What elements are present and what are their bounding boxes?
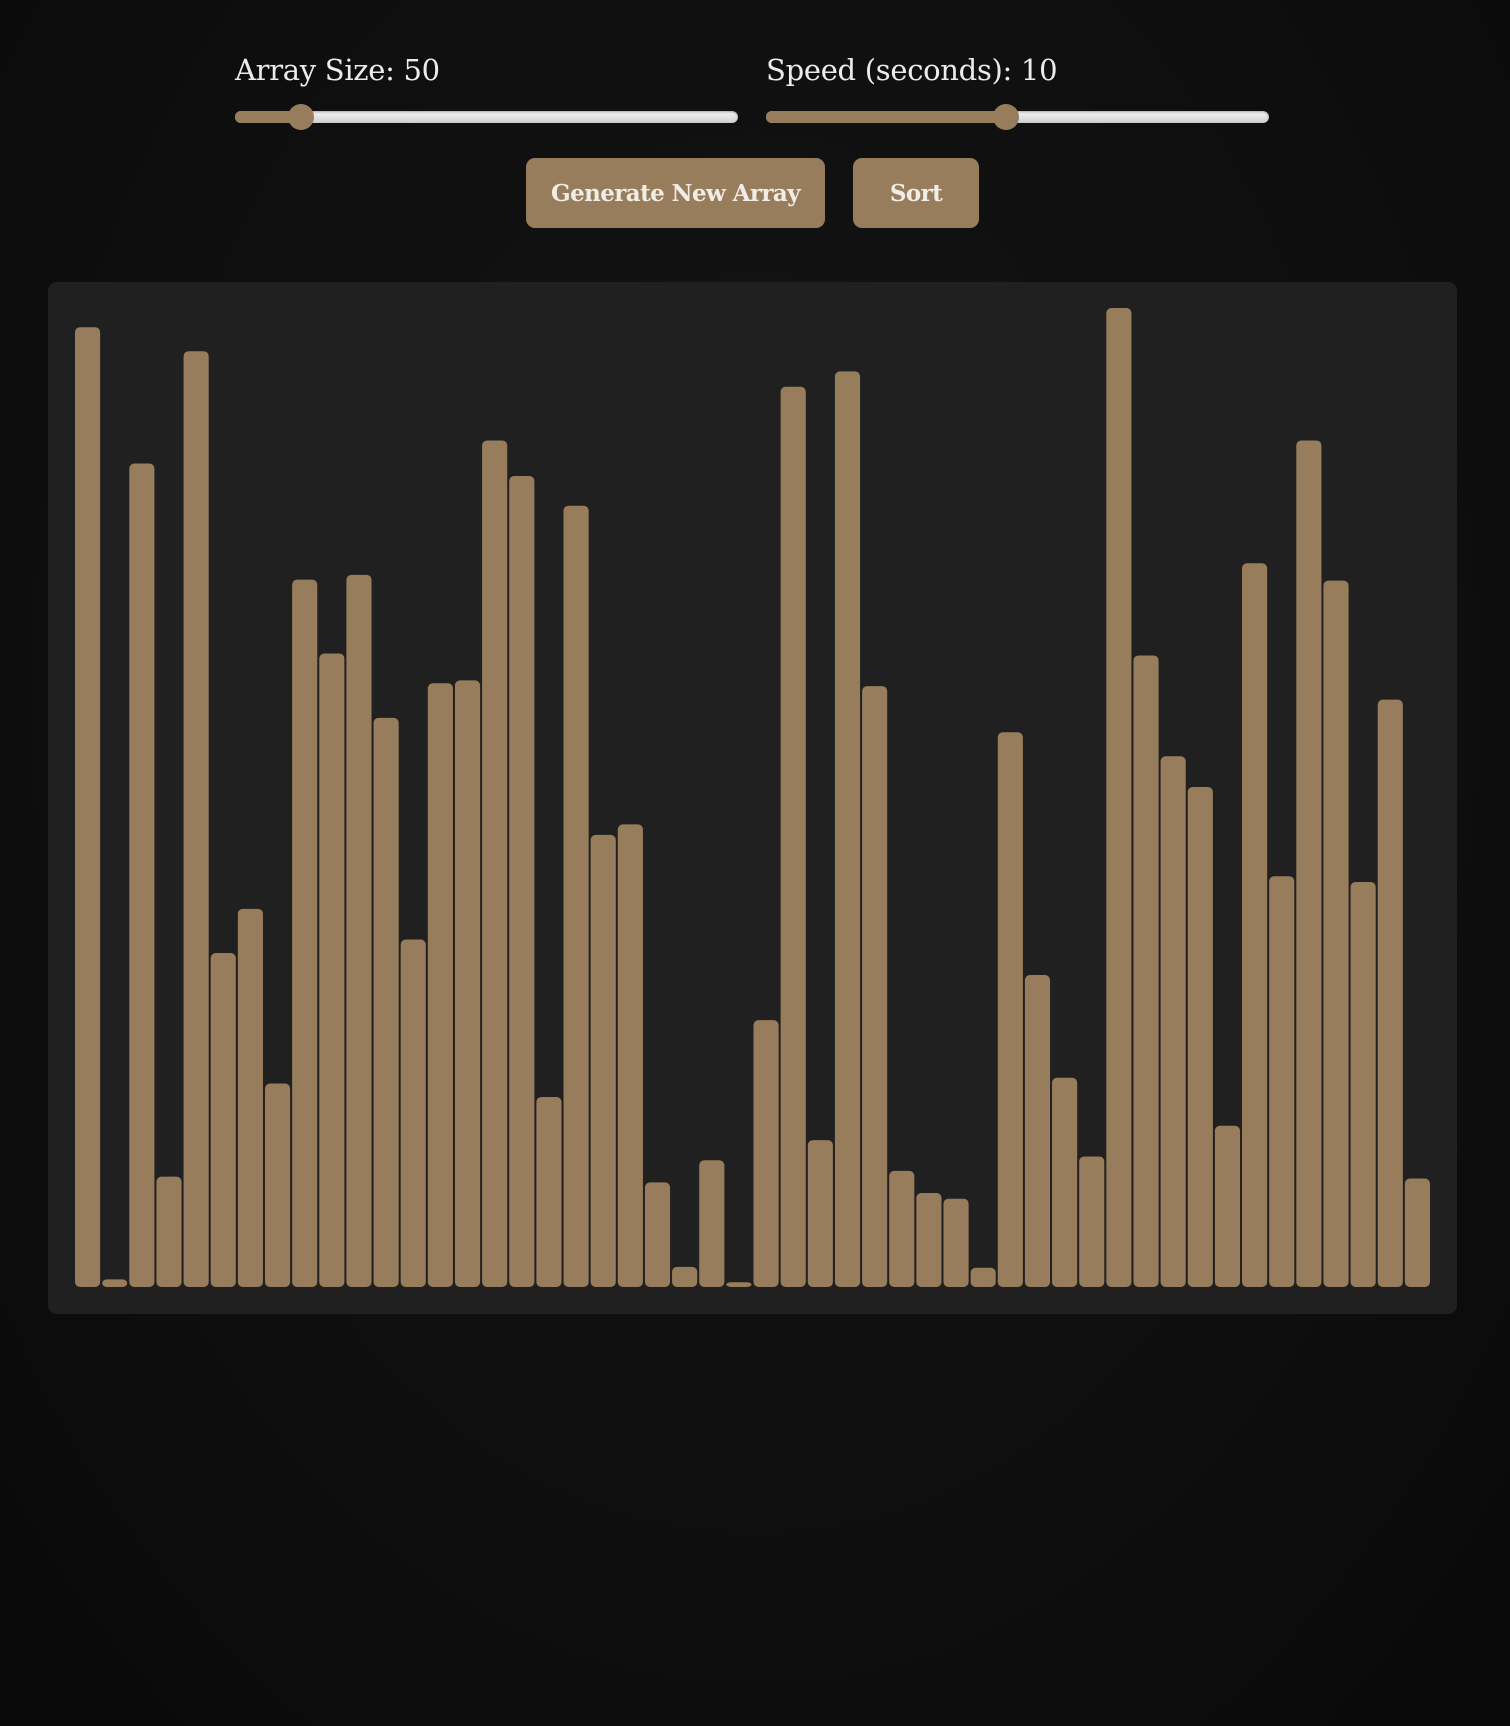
array-bar bbox=[1323, 580, 1349, 1287]
array-size-label: Array Size: 50 bbox=[235, 53, 440, 87]
speed-slider-thumb[interactable] bbox=[992, 104, 1019, 130]
array-bar bbox=[373, 717, 399, 1287]
array-bar bbox=[1052, 1077, 1078, 1287]
array-bar bbox=[889, 1170, 915, 1287]
array-bar bbox=[1133, 655, 1159, 1287]
controls-bar: Array Size: 50 Speed (seconds): 10 Gener… bbox=[0, 0, 1510, 240]
array-bar bbox=[807, 1140, 833, 1287]
array-bar bbox=[617, 824, 643, 1287]
array-bar bbox=[400, 939, 426, 1287]
array-bar bbox=[509, 475, 535, 1288]
array-size-slider-thumb[interactable] bbox=[288, 104, 315, 130]
speed-slider[interactable] bbox=[766, 104, 1269, 130]
array-bar bbox=[427, 683, 453, 1287]
array-bar bbox=[536, 1096, 562, 1287]
array-size-slider-fill bbox=[235, 111, 302, 123]
array-bar bbox=[563, 505, 589, 1288]
array-bar bbox=[102, 1279, 128, 1287]
array-bar bbox=[346, 574, 372, 1287]
array-bar bbox=[644, 1182, 671, 1287]
array-size-control: Array Size: 50 bbox=[235, 52, 738, 130]
array-bar bbox=[1296, 440, 1322, 1287]
array-bar bbox=[129, 463, 155, 1287]
array-bar bbox=[672, 1266, 698, 1287]
array-bar bbox=[753, 1020, 779, 1287]
array-bar bbox=[210, 952, 236, 1287]
sort-button[interactable]: Sort bbox=[853, 158, 979, 228]
array-bar bbox=[1350, 881, 1376, 1287]
array-bar bbox=[1214, 1125, 1241, 1287]
array-bar bbox=[264, 1083, 291, 1287]
array-bar bbox=[319, 653, 345, 1287]
array-bar bbox=[1024, 975, 1051, 1287]
array-bar bbox=[997, 732, 1023, 1287]
array-bar bbox=[1377, 699, 1403, 1287]
array-bar bbox=[1160, 756, 1186, 1287]
array-visualizer-panel bbox=[48, 282, 1457, 1314]
array-bar bbox=[862, 686, 888, 1287]
array-bar bbox=[1187, 786, 1213, 1287]
speed-control: Speed (seconds): 10 bbox=[766, 52, 1269, 130]
array-bar bbox=[943, 1198, 969, 1287]
array-bar bbox=[1404, 1178, 1430, 1287]
array-bar bbox=[590, 834, 616, 1287]
array-bar bbox=[970, 1267, 996, 1287]
array-bar bbox=[726, 1282, 752, 1287]
speed-slider-fill bbox=[766, 111, 1006, 123]
array-bar bbox=[75, 327, 101, 1287]
array-bar bbox=[292, 579, 318, 1287]
array-bar bbox=[1079, 1156, 1105, 1287]
array-bar bbox=[482, 440, 508, 1287]
array-bar bbox=[1269, 876, 1295, 1287]
array-size-slider[interactable] bbox=[235, 104, 738, 130]
array-bar bbox=[916, 1192, 942, 1287]
array-bar bbox=[699, 1160, 725, 1287]
array-bar bbox=[834, 371, 861, 1288]
array-bar bbox=[183, 351, 209, 1287]
array-bar bbox=[237, 908, 263, 1287]
array-bar bbox=[156, 1176, 182, 1287]
array-bar bbox=[1106, 308, 1132, 1287]
array-bar bbox=[780, 386, 806, 1287]
array-bar bbox=[1242, 563, 1268, 1287]
speed-label: Speed (seconds): 10 bbox=[766, 53, 1058, 87]
generate-new-array-button[interactable]: Generate New Array bbox=[526, 158, 825, 228]
array-bars-chart bbox=[75, 308, 1430, 1288]
array-bar bbox=[454, 680, 481, 1287]
